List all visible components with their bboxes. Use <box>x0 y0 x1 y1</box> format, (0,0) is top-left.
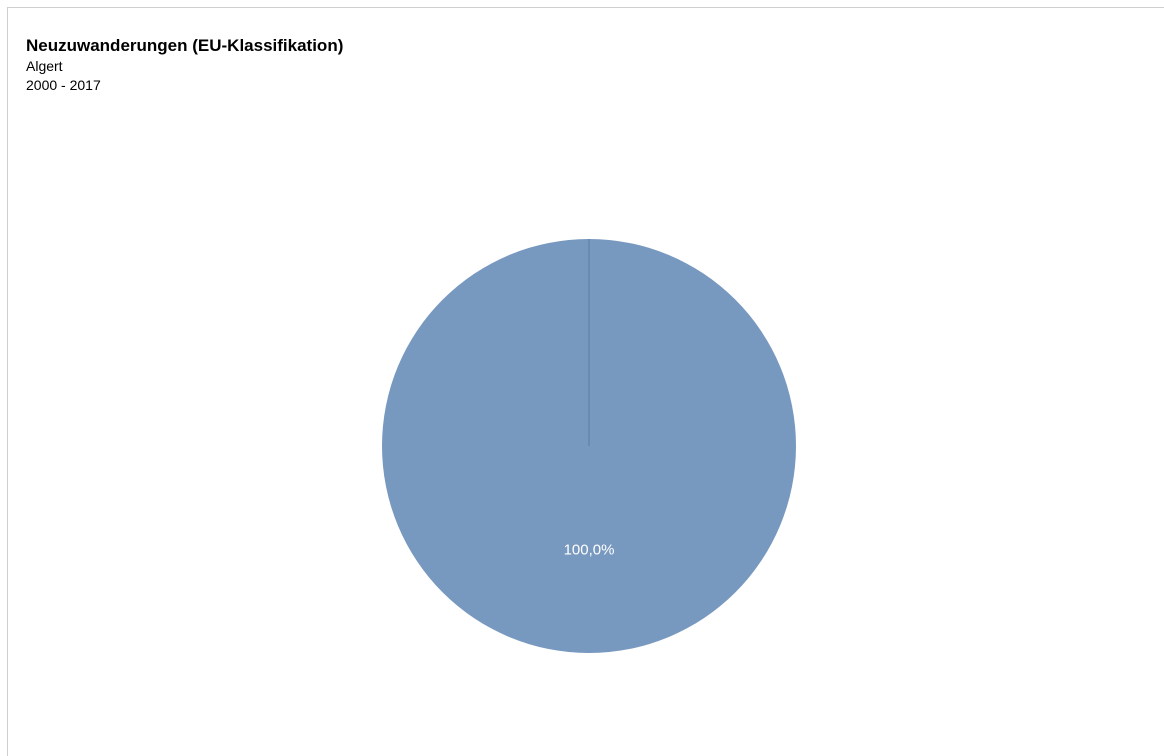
chart-period: 2000 - 2017 <box>26 77 101 93</box>
chart-subtitle: Algert <box>26 58 63 74</box>
pie-slice-label: 100,0% <box>564 542 615 559</box>
chart-title: Neuzuwanderungen (EU-Klassifikation) <box>26 36 344 55</box>
chart-header: Neuzuwanderungen (EU-Klassifikation) Alg… <box>26 35 343 95</box>
